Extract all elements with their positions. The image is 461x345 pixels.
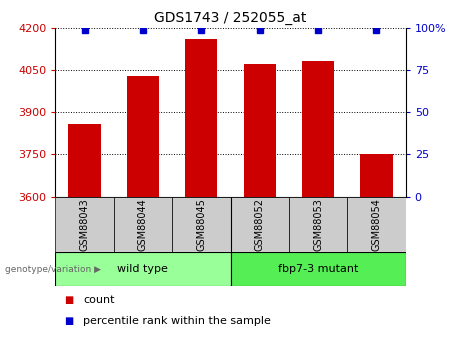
Text: GSM88045: GSM88045 (196, 198, 207, 251)
Bar (172, 197, 230, 252)
Text: count: count (83, 295, 114, 305)
Text: percentile rank within the sample: percentile rank within the sample (83, 316, 271, 326)
Text: fbp7-3 mutant: fbp7-3 mutant (278, 264, 358, 274)
Bar (230, 197, 289, 252)
Text: ■: ■ (65, 316, 74, 326)
Text: GSM88054: GSM88054 (372, 198, 382, 251)
Bar (114, 197, 172, 252)
Text: GSM88044: GSM88044 (138, 198, 148, 250)
Bar (243, 64, 276, 197)
Text: GSM88053: GSM88053 (313, 198, 323, 251)
Bar (302, 61, 334, 197)
Bar (361, 154, 393, 197)
Bar (230, 252, 406, 286)
Text: GSM88043: GSM88043 (79, 198, 89, 250)
Text: GSM88052: GSM88052 (254, 198, 265, 251)
Bar (185, 39, 218, 197)
Bar (55, 197, 114, 252)
Text: genotype/variation ▶: genotype/variation ▶ (5, 265, 100, 274)
Bar (289, 197, 347, 252)
Bar (347, 197, 406, 252)
Bar (69, 124, 100, 197)
Bar (127, 76, 159, 197)
Bar (55, 252, 230, 286)
Text: ■: ■ (65, 295, 74, 305)
Text: wild type: wild type (118, 264, 168, 274)
Title: GDS1743 / 252055_at: GDS1743 / 252055_at (154, 11, 307, 25)
